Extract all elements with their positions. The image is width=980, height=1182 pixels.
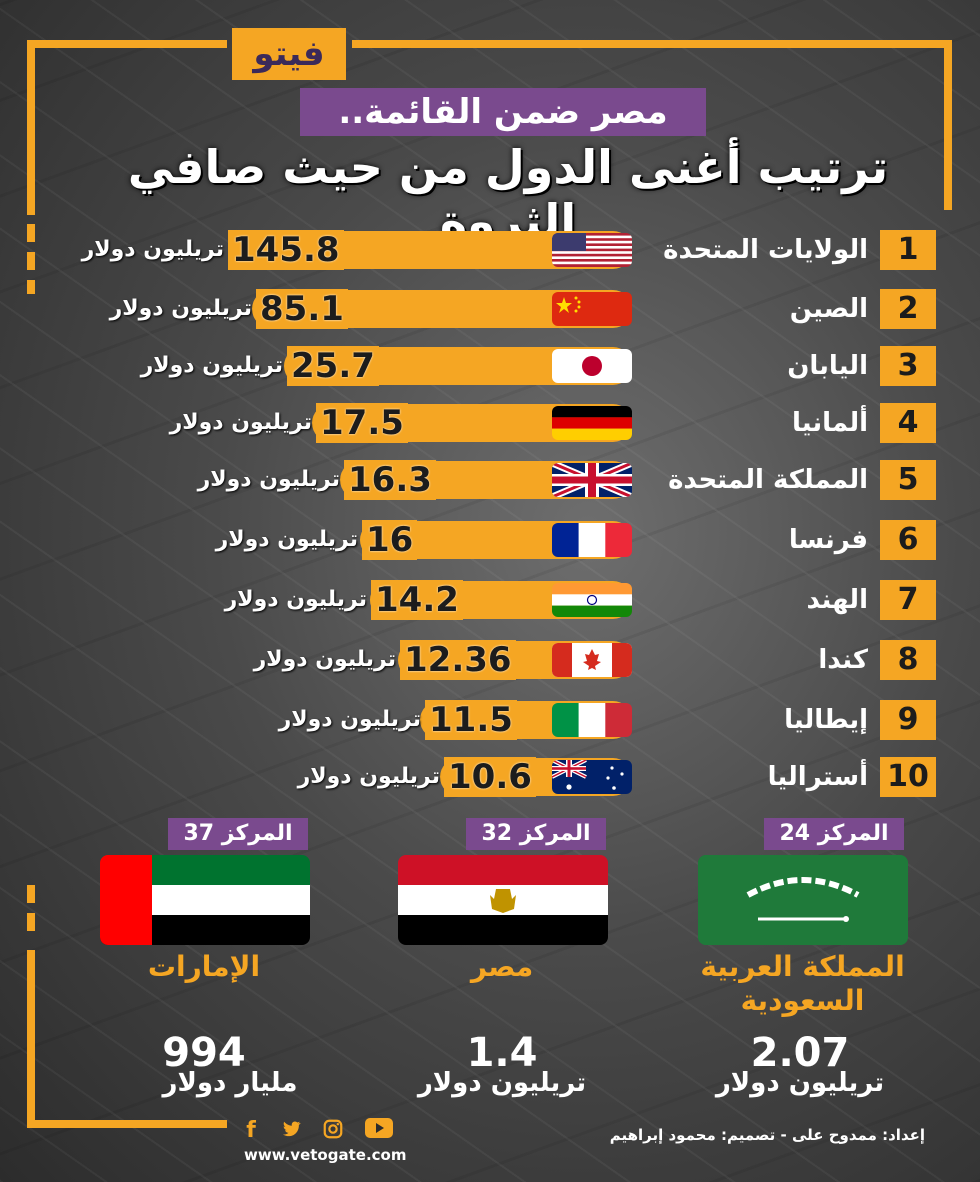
country-name: اليابان xyxy=(787,351,868,381)
ranking-row: 8 كندا 12.36 تريليون دولار xyxy=(0,640,980,680)
wealth-unit: تريليون دولار xyxy=(297,764,440,789)
wealth-unit: تريليون دولار xyxy=(278,707,421,732)
wealth-value: 11.5 xyxy=(425,700,517,740)
country-name: إيطاليا xyxy=(784,705,868,735)
saudi-value: 2.07 xyxy=(750,1030,850,1076)
wealth-unit: تريليون دولار xyxy=(253,647,396,672)
brand-logo: فيتو xyxy=(232,28,346,80)
country-name: ألمانيا xyxy=(791,408,868,438)
twitter-icon[interactable] xyxy=(276,1118,306,1144)
wealth-value: 145.8 xyxy=(228,230,344,270)
frame-dash xyxy=(27,280,35,294)
country-name: كندا xyxy=(818,645,868,675)
rank-number: 10 xyxy=(880,757,936,797)
country-name: الصين xyxy=(789,294,868,324)
frame-dash xyxy=(27,252,35,270)
wealth-unit: تريليون دولار xyxy=(81,237,224,262)
country-name: أستراليا xyxy=(767,762,868,792)
page-title: ترتيب أغنى الدول من حيث صافي الثروة xyxy=(127,140,889,248)
saudi-unit: تريليون دولار xyxy=(715,1068,885,1098)
rank-number: 2 xyxy=(880,289,936,329)
rank-number: 1 xyxy=(880,230,936,270)
wealth-value: 12.36 xyxy=(400,640,516,680)
facebook-icon[interactable]: f xyxy=(246,1118,256,1143)
wealth-unit: تريليون دولار xyxy=(140,353,283,378)
ranking-row: 10 أستراليا 10.6 تريليون دولار xyxy=(0,757,980,797)
canada-flag xyxy=(552,643,632,677)
instagram-icon[interactable] xyxy=(318,1118,348,1144)
usa-flag xyxy=(552,233,632,267)
china-flag xyxy=(552,292,632,326)
frame-dash xyxy=(27,913,35,931)
frame-left xyxy=(27,40,35,215)
frame-top xyxy=(27,40,227,48)
position-badge-uae: المركز 37 xyxy=(168,818,308,850)
uae-flag xyxy=(100,855,310,945)
credits: إعداد: ممدوح على - تصميم: محمود إبراهيم xyxy=(609,1126,925,1144)
rank-number: 3 xyxy=(880,346,936,386)
india-flag xyxy=(552,583,632,617)
wealth-value: 16.3 xyxy=(344,460,436,500)
country-name: الهند xyxy=(806,585,868,615)
egypt-flag xyxy=(398,855,608,945)
ranking-row: 2 الصين 85.1 تريليون دولار xyxy=(0,289,980,329)
rank-number: 7 xyxy=(880,580,936,620)
ranking-row: 7 الهند 14.2 تريليون دولار xyxy=(0,580,980,620)
wealth-value: 10.6 xyxy=(444,757,536,797)
wealth-value: 14.2 xyxy=(371,580,463,620)
website-url[interactable]: www.vetogate.com xyxy=(244,1146,407,1164)
france-flag xyxy=(552,523,632,557)
japan-flag xyxy=(552,349,632,383)
italy-flag xyxy=(552,703,632,737)
rank-number: 9 xyxy=(880,700,936,740)
wealth-unit: تريليون دولار xyxy=(197,467,340,492)
frame-dash xyxy=(27,224,35,242)
wealth-value: 16 xyxy=(362,520,418,560)
ranking-row: 4 ألمانيا 17.5 تريليون دولار xyxy=(0,403,980,443)
ranking-row: 5 المملكة المتحدة 16.3 تريليون دولار xyxy=(0,460,980,500)
wealth-unit: تريليون دولار xyxy=(215,527,358,552)
rank-number: 4 xyxy=(880,403,936,443)
egypt-name: مصر xyxy=(470,950,534,983)
uae-name: الإمارات xyxy=(147,950,261,983)
frame-right xyxy=(944,40,952,210)
ranking-row: 3 اليابان 25.7 تريليون دولار xyxy=(0,346,980,386)
country-name: المملكة المتحدة xyxy=(668,465,868,495)
ranking-row: 9 إيطاليا 11.5 تريليون دولار xyxy=(0,700,980,740)
saudi-flag xyxy=(698,855,908,945)
wealth-unit: تريليون دولار xyxy=(109,296,252,321)
germany-flag xyxy=(552,406,632,440)
wealth-value: 85.1 xyxy=(256,289,348,329)
wealth-value: 25.7 xyxy=(287,346,379,386)
subtitle-banner: مصر ضمن القائمة.. xyxy=(300,88,706,136)
uae-unit: مليار دولار xyxy=(162,1068,298,1098)
frame-bottom xyxy=(27,1120,227,1128)
egypt-unit: تريليون دولار xyxy=(417,1068,587,1098)
position-badge-saudi: المركز 24 xyxy=(764,818,904,850)
australia-flag xyxy=(552,760,632,794)
ranking-row: 6 فرنسا 16 تريليون دولار xyxy=(0,520,980,560)
rank-number: 6 xyxy=(880,520,936,560)
uae-value: 994 xyxy=(162,1030,246,1076)
country-name: الولايات المتحدة xyxy=(663,235,868,265)
egypt-value: 1.4 xyxy=(466,1030,538,1076)
rank-number: 8 xyxy=(880,640,936,680)
frame-left-lower xyxy=(27,950,35,1128)
wealth-value: 17.5 xyxy=(316,403,408,443)
saudi-name: المملكة العربية السعودية xyxy=(700,950,905,1017)
ranking-row: 1 الولايات المتحدة 145.8 تريليون دولار xyxy=(0,230,980,270)
frame-dash xyxy=(27,885,35,903)
frame-top-right xyxy=(352,40,952,48)
rank-number: 5 xyxy=(880,460,936,500)
uk-flag xyxy=(552,463,632,497)
youtube-icon[interactable] xyxy=(364,1118,394,1144)
position-badge-egypt: المركز 32 xyxy=(466,818,606,850)
country-name: فرنسا xyxy=(788,525,868,555)
wealth-unit: تريليون دولار xyxy=(169,410,312,435)
wealth-unit: تريليون دولار xyxy=(224,587,367,612)
